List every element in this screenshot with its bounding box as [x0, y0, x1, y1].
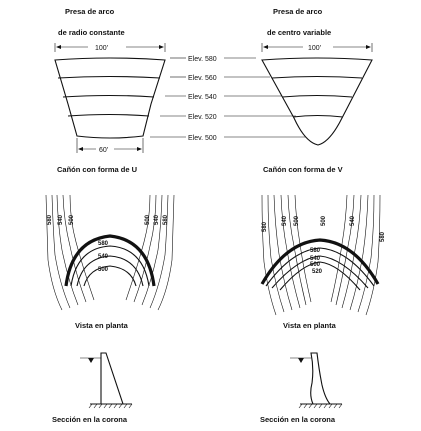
right-title-line2: de centro variable [267, 28, 331, 37]
u-canyon-elevation [54, 57, 166, 139]
left-plan-view: 580 540 500 500 540 580 580 540 500 [45, 194, 175, 311]
right-plan-contour-left-540: 540 [282, 215, 288, 226]
right-plan-arc-540: 540 [310, 256, 321, 262]
left-crown-section [80, 352, 133, 409]
left-width-bottom-dimension: 60' [76, 138, 144, 154]
left-plan-arc-500: 500 [98, 267, 109, 273]
right-plan-caption: Vista en planta [283, 321, 337, 330]
left-width-dimension: 100' [54, 43, 166, 52]
right-plan-contour-right-500: 500 [321, 215, 327, 226]
right-width-top-label: 100' [308, 45, 321, 52]
left-plan-contour-left-580: 580 [47, 214, 53, 225]
left-plan-arc-580: 580 [98, 241, 109, 247]
v-canyon-caption: Cañón con forma de V [263, 165, 343, 174]
left-plan-contour-right-580: 580 [163, 214, 169, 225]
right-crown-section [290, 352, 343, 409]
elev-500-label: Elev. 500 [188, 135, 217, 142]
elev-560-label: Elev. 560 [188, 75, 217, 82]
left-title: Presa de arco de radio constante [58, 7, 125, 37]
elev-580-label: Elev. 580 [188, 56, 217, 63]
left-plan-contour-left-540: 540 [58, 214, 64, 225]
right-plan-view: 580 540 500 500 540 580 580 540 500 520 [260, 194, 386, 316]
right-plan-arc-500: 500 [310, 262, 321, 268]
left-title-line1: Presa de arco [65, 7, 115, 16]
right-width-dimension: 100' [261, 43, 373, 52]
left-plan-arc-540: 540 [98, 254, 109, 260]
left-section-caption: Sección en la corona [52, 415, 128, 424]
left-plan-contour-left-500: 500 [69, 214, 75, 225]
v-canyon-elevation [261, 57, 373, 146]
right-plan-contour-left-500: 500 [294, 215, 300, 226]
right-title: Presa de arco de centro variable [267, 7, 331, 37]
left-plan-caption: Vista en planta [75, 321, 129, 330]
elev-540-label: Elev. 540 [188, 94, 217, 101]
right-plan-contour-right-580: 580 [380, 231, 386, 242]
right-plan-contour-right-540: 540 [350, 215, 356, 226]
left-width-top-label: 100' [95, 45, 108, 52]
u-canyon-caption: Cañón con forma de U [57, 165, 137, 174]
right-plan-contour-left-580: 580 [262, 221, 268, 232]
left-title-line2: de radio constante [58, 28, 125, 37]
elev-520-label: Elev. 520 [188, 114, 217, 121]
left-plan-contour-right-500: 500 [145, 214, 151, 225]
right-section-caption: Sección en la corona [260, 415, 336, 424]
right-title-line1: Presa de arco [273, 7, 323, 16]
right-plan-arc-520: 520 [312, 269, 323, 275]
right-plan-arc-580: 580 [310, 248, 321, 254]
left-plan-contour-right-540: 540 [154, 214, 160, 225]
left-width-bottom-label: 60' [99, 147, 108, 154]
elevation-labels: Elev. 580 Elev. 560 Elev. 540 Elev. 520 … [150, 56, 306, 142]
